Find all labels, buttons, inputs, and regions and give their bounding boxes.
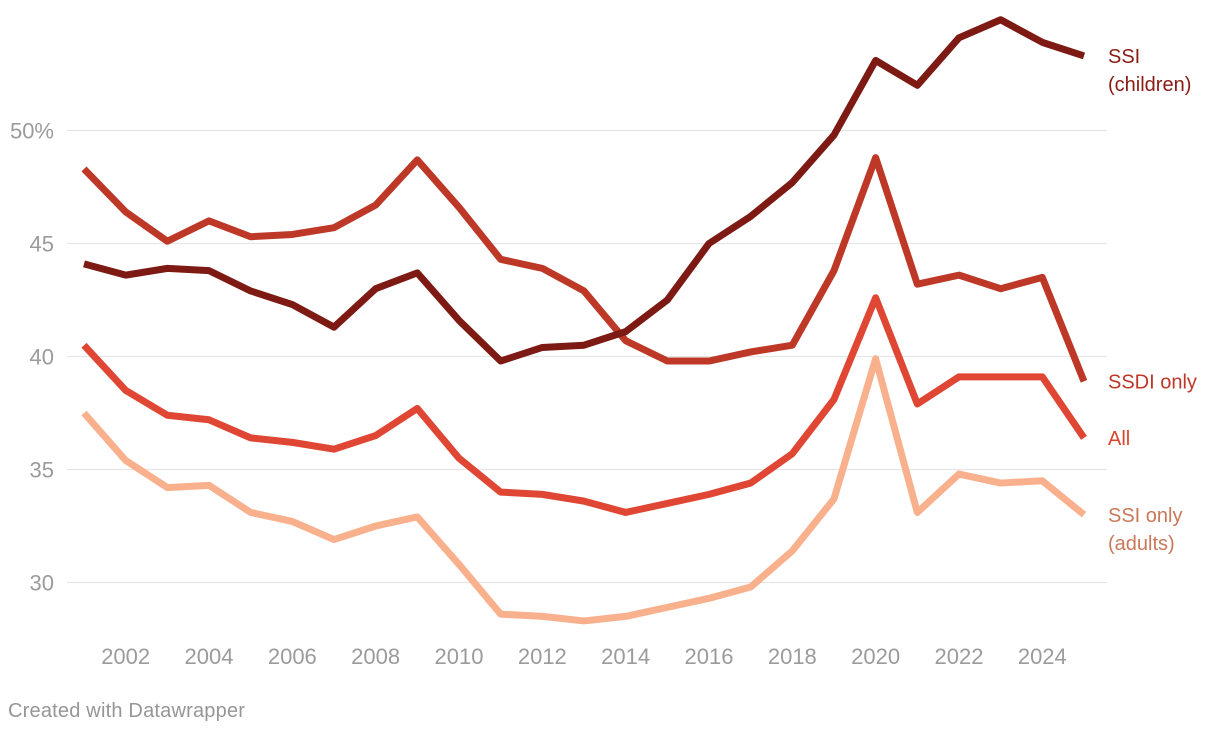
series-label-ssi-only-adults: SSI only (adults): [1108, 505, 1182, 555]
x-tick-label-2014: 2014: [601, 644, 650, 669]
series-label-line-ssi-only-adults-1: (adults): [1108, 533, 1175, 555]
line-chart: 50% 45 40 35 30 2002 2004 2006 2008 2010 2012 2014 2…: [10, 16, 1197, 669]
x-tick-label-2018: 2018: [768, 644, 817, 669]
y-tick-label-40: 40: [30, 344, 54, 369]
series-label-line-ssi-children-1: (children): [1108, 74, 1191, 96]
x-tick-label-2004: 2004: [185, 644, 234, 669]
x-tick-label-2002: 2002: [101, 644, 150, 669]
y-tick-label-45: 45: [30, 231, 54, 256]
x-tick-label-2008: 2008: [351, 644, 400, 669]
x-tick-label-2020: 2020: [851, 644, 900, 669]
x-tick-label-2010: 2010: [435, 644, 484, 669]
series-label-line-ssi-only-adults-0: SSI only: [1108, 505, 1182, 527]
x-tick-label-2012: 2012: [518, 644, 567, 669]
datawrapper-credit: Created with Datawrapper: [8, 700, 246, 722]
series-label-line-ssdi-only-0: SSDI only: [1108, 372, 1197, 394]
x-tick-label-2016: 2016: [685, 644, 734, 669]
series-line-ssi-only-adults: [81, 355, 1087, 625]
series-label-ssdi-only: SSDI only: [1108, 372, 1197, 394]
series-label-line-ssi-children-0: SSI: [1108, 46, 1140, 68]
x-tick-label-2022: 2022: [935, 644, 984, 669]
x-tick-label-2006: 2006: [268, 644, 317, 669]
series-label-line-all-0: All: [1108, 428, 1130, 450]
series-label-ssi-children: SSI (children): [1108, 46, 1191, 96]
series-line-ssi-children: [83, 16, 1086, 365]
series-line-all: [81, 294, 1087, 516]
series-line-ssdi-only: [81, 154, 1088, 383]
x-tick-label-2024: 2024: [1018, 644, 1067, 669]
y-tick-label-50: 50%: [10, 118, 54, 143]
y-tick-label-30: 30: [30, 570, 54, 595]
series-label-all: All: [1108, 428, 1130, 450]
y-tick-label-35: 35: [30, 457, 54, 482]
